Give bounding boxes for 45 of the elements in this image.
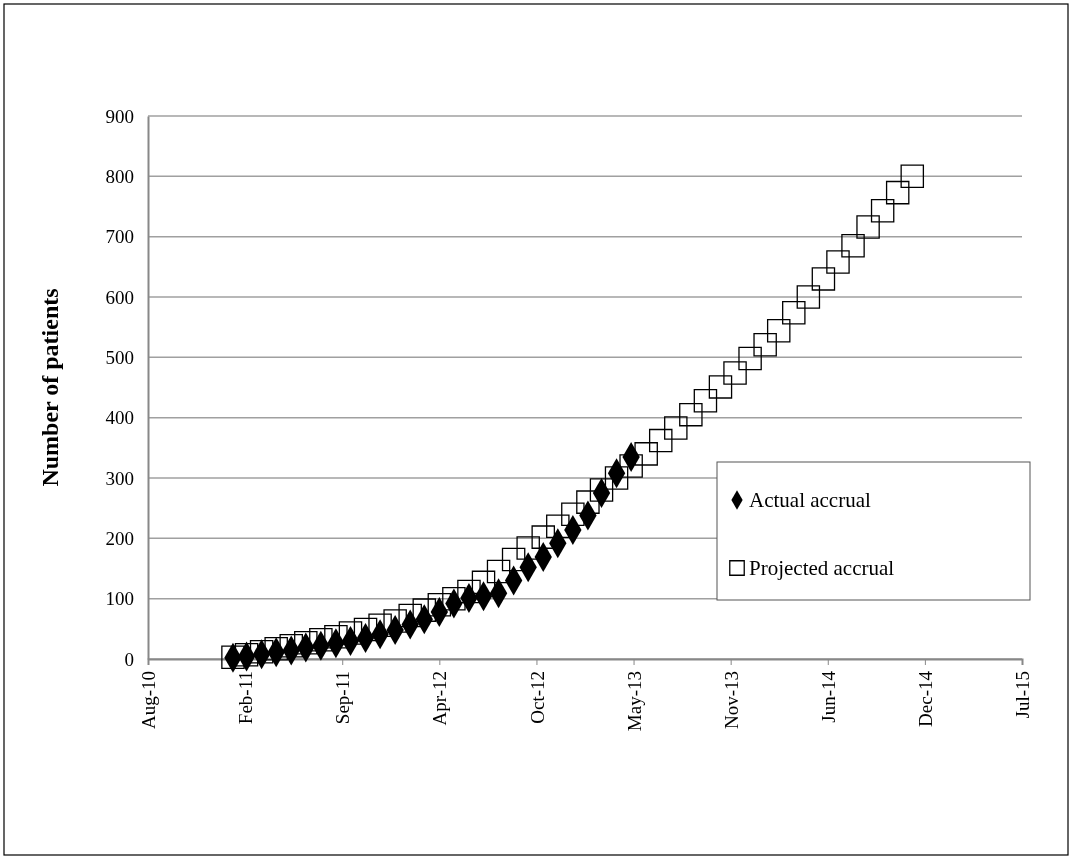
x-tick-label: Oct-12 — [526, 671, 548, 724]
y-tick-label: 900 — [105, 105, 134, 127]
y-axis-title: Number of patients — [37, 288, 63, 487]
point — [693, 389, 718, 413]
y-tick-label: 400 — [105, 407, 134, 429]
y-tick-label: 0 — [124, 648, 134, 670]
y-tick-label: 300 — [105, 467, 134, 489]
x-tick-label: Nov-13 — [720, 671, 742, 730]
legend-label: Projected accrual — [749, 556, 895, 581]
y-tick-label: 100 — [105, 588, 134, 610]
y-tick-label: 700 — [105, 226, 134, 248]
y-tick-label: 500 — [105, 346, 134, 368]
point — [753, 332, 777, 357]
x-tick-label: Apr-12 — [429, 671, 451, 726]
legend-label: Actual accrual — [749, 488, 871, 513]
point — [501, 547, 526, 572]
point — [826, 250, 850, 274]
point — [723, 361, 747, 385]
point — [664, 416, 688, 440]
point — [870, 198, 895, 223]
point — [885, 180, 910, 205]
point — [766, 319, 791, 343]
point — [856, 215, 880, 239]
x-tick-label: Feb-11 — [235, 671, 257, 725]
point — [589, 478, 614, 502]
x-tick-label: Sep-11 — [332, 671, 354, 725]
point — [841, 233, 865, 258]
point — [604, 466, 629, 490]
point — [811, 267, 836, 291]
y-tick-label: 800 — [105, 165, 134, 187]
point — [679, 402, 703, 427]
x-tick-label: Dec-14 — [915, 670, 937, 727]
point — [486, 559, 511, 584]
x-tick-label: Jun-14 — [817, 670, 839, 723]
point — [738, 346, 762, 371]
y-tick-label: 600 — [105, 286, 134, 308]
point — [796, 285, 821, 309]
point — [708, 375, 733, 399]
point — [782, 300, 806, 325]
point — [648, 428, 673, 453]
point — [900, 164, 925, 189]
y-tick-label: 200 — [105, 527, 134, 549]
x-tick-label: Aug-10 — [138, 671, 160, 730]
x-tick-label: May-13 — [623, 671, 645, 732]
x-tick-label: Jul-15 — [1012, 671, 1034, 719]
